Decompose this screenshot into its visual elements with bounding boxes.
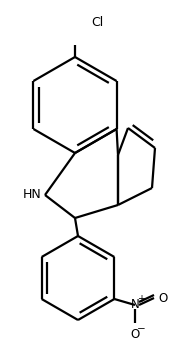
Text: HN: HN xyxy=(23,189,41,202)
Text: N: N xyxy=(131,299,139,311)
Text: +: + xyxy=(137,294,145,304)
Text: O: O xyxy=(130,328,140,340)
Text: −: − xyxy=(137,324,145,334)
Text: Cl: Cl xyxy=(91,16,103,29)
Text: O: O xyxy=(158,291,168,305)
